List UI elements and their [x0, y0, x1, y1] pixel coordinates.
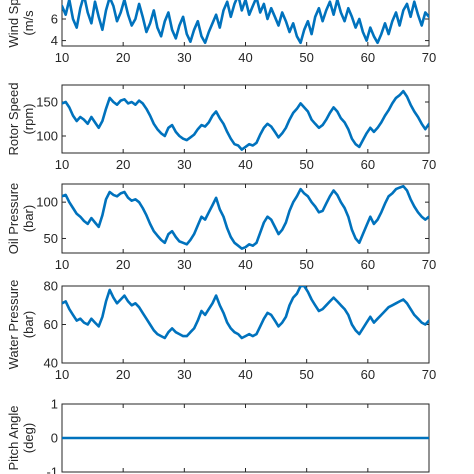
y-tick-label: 4: [51, 33, 58, 48]
x-tick-label: 30: [177, 157, 191, 172]
panel-oil-pressure: 10 20 30 40 50 60 70 50 100 Oil Pressure (bar): [6, 183, 436, 272]
plot-frame-oil-pressure: [61, 183, 430, 254]
x-tick-label: 70: [422, 257, 436, 272]
y-axis-label-wind-speed-line-2: (m/s: [21, 10, 36, 36]
x-tick-label: 60: [361, 50, 375, 65]
x-tick-label: 50: [299, 257, 313, 272]
plot-frame-wind-speed: [61, 0, 430, 47]
x-tick-label: 60: [361, 157, 375, 172]
x-tick-label: 40: [238, 257, 252, 272]
y-tick-label: 80: [44, 279, 58, 294]
x-tick-label: 70: [422, 157, 436, 172]
x-tick-label: 50: [299, 50, 313, 65]
y-axis-label-rotor-speed-line-2: (rpm): [21, 103, 36, 134]
x-tick-label: 70: [422, 367, 436, 382]
series-line-wind-speed: [62, 0, 429, 45]
y-tick-label: 60: [44, 317, 58, 332]
y-tick-label: 40: [44, 356, 58, 371]
series-line-oil-pressure: [62, 184, 429, 250]
panel-rotor-speed: 10 20 30 40 50 60 70 100 150 Rotor Speed (rpm): [6, 83, 436, 173]
y-axis-label-water-pressure-line-1: Water Pressure: [6, 280, 21, 370]
x-tick-label: 20: [116, 367, 130, 382]
y-tick-label: 0: [51, 431, 58, 446]
y-tick-label: 1: [51, 397, 58, 412]
y-tick-label: 150: [36, 95, 58, 110]
x-tick-label: 70: [422, 50, 436, 65]
panel-pitch-angle: -1 0 1 Pitch Angle (deg): [6, 397, 430, 474]
y-axis-label-water-pressure-line-2: (bar): [21, 311, 36, 338]
y-tick-label: 100: [36, 129, 58, 144]
x-tick-label: 20: [116, 50, 130, 65]
x-tick-label: 40: [238, 157, 252, 172]
x-tick-label: 30: [177, 50, 191, 65]
y-axis-label-pitch-angle-line-2: (deg): [21, 423, 36, 453]
y-axis-label-oil-pressure-line-1: Oil Pressure: [6, 183, 21, 255]
y-axis-label-pitch-angle-line-1: Pitch Angle: [6, 405, 21, 470]
y-axis-label-rotor-speed-line-1: Rotor Speed: [6, 83, 21, 156]
x-tick-label: 10: [55, 157, 69, 172]
y-tick-label: 6: [51, 12, 58, 27]
x-tick-label: 10: [55, 50, 69, 65]
x-tick-label: 20: [116, 157, 130, 172]
panel-water-pressure: 10 20 30 40 50 60 70 40 60 80 Water Pressure (bar): [6, 279, 436, 383]
x-tick-label: 20: [116, 257, 130, 272]
x-tick-label: 40: [238, 367, 252, 382]
y-tick-label: 50: [44, 231, 58, 246]
y-tick-label: 100: [36, 195, 58, 210]
x-tick-label: 40: [238, 50, 252, 65]
y-tick-label: -1: [46, 465, 58, 474]
x-tick-label: 10: [55, 367, 69, 382]
y-axis-label-oil-pressure-line-2: (bar): [21, 205, 36, 232]
series-line-rotor-speed: [62, 89, 429, 151]
series-line-water-pressure: [62, 286, 429, 340]
x-tick-label: 50: [299, 157, 313, 172]
x-tick-label: 30: [177, 367, 191, 382]
x-tick-label: 60: [361, 367, 375, 382]
x-tick-label: 50: [299, 367, 313, 382]
x-tick-label: 10: [55, 257, 69, 272]
x-tick-label: 60: [361, 257, 375, 272]
plot-frame-water-pressure: [61, 285, 430, 364]
panel-wind-speed: 10 20 30 40 50 60 70 4 6 Wind Sp (m/s: [6, 0, 436, 65]
plot-frame-rotor-speed: [61, 84, 430, 154]
x-tick-label: 30: [177, 257, 191, 272]
y-axis-label-wind-speed-line-1: Wind Sp: [6, 0, 21, 48]
